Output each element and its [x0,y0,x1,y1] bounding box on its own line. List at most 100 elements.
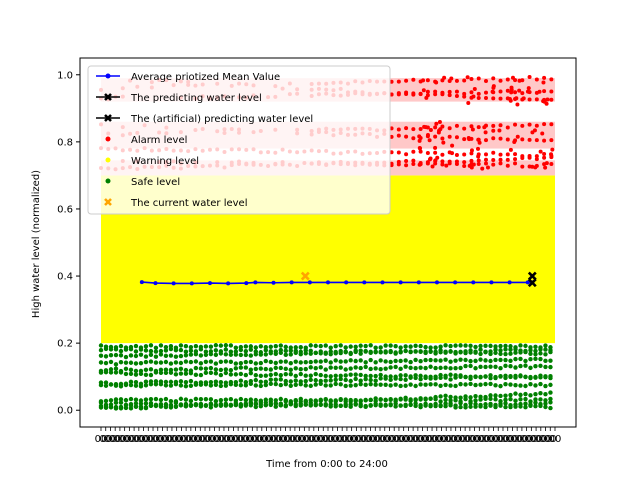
safe-point [283,344,288,350]
safe-point [228,402,234,407]
alarm-point [508,147,513,152]
safe-point [528,375,533,381]
safe-point [483,381,488,387]
safe-point [508,347,513,352]
safe-point [133,353,139,359]
safe-point [363,398,368,403]
mean-value-point [416,280,421,285]
safe-point [423,401,428,407]
safe-point [103,398,109,404]
safe-point [488,349,493,354]
safe-point [478,347,483,352]
safe-point [538,391,543,396]
safe-point [548,400,553,405]
safe-point [228,372,234,377]
safe-point [348,378,353,384]
alarm-point [513,161,518,166]
safe-point [448,377,453,382]
safe-point [373,360,378,365]
safe-point [418,365,423,370]
alarm-point [505,125,510,130]
safe-point [458,400,463,406]
safe-point [298,399,303,404]
safe-point [538,363,543,369]
safe-point [418,349,423,355]
safe-point [133,343,139,349]
alarm-point [549,89,554,94]
safe-point [163,404,169,409]
safe-point [268,359,273,365]
safe-point [203,352,209,358]
x-tick-label: 00 [411,434,424,445]
safe-point [178,360,184,366]
safe-point [183,349,189,354]
safe-point [228,349,234,354]
safe-point [143,405,149,411]
safe-point [283,403,288,409]
alarm-point [483,161,488,166]
safe-point [368,373,373,379]
alarm-point [411,158,416,163]
safe-point [218,351,224,356]
safe-point [248,367,254,372]
safe-point [348,351,353,357]
y-tick-label: 0.2 [57,339,73,350]
alarm-point [434,121,439,126]
safe-point [533,400,538,405]
safe-point [298,403,303,408]
alarm-point [462,152,467,157]
safe-point [458,357,463,362]
safe-point [528,402,533,407]
alarm-point [542,122,547,127]
alarm-point [544,161,549,166]
alarm-point [425,78,430,83]
safe-point [258,352,264,357]
safe-point [308,365,313,370]
x-tick-label: 00 [520,434,533,445]
safe-point [133,379,139,385]
safe-point [158,382,164,387]
safe-point [473,374,478,379]
safe-point [168,398,174,404]
alarm-point [515,102,520,107]
safe-point [418,396,423,401]
safe-point [208,344,214,349]
safe-point [248,400,254,405]
safe-point [253,377,259,383]
safe-point [483,402,488,407]
safe-point [103,369,109,375]
x-tick-label: 00 [501,434,514,445]
alarm-point [449,76,454,81]
safe-point [183,380,189,385]
safe-point [258,344,264,349]
safe-point [438,344,443,349]
safe-point [338,397,343,403]
mean-value-point [271,280,276,285]
safe-point [188,398,194,404]
safe-point [403,364,408,369]
x-tick-label: 00 [506,434,519,445]
alarm-point [527,154,532,159]
safe-point [213,361,219,366]
safe-point [353,349,358,355]
safe-point [298,360,303,365]
safe-point [538,381,543,387]
safe-point [363,364,368,370]
safe-point [393,376,398,381]
safe-point [363,360,368,365]
safe-point [508,374,513,380]
safe-point [288,379,293,384]
safe-point [503,397,508,402]
safe-point [543,383,548,389]
alarm-point [483,90,488,95]
safe-point [168,405,174,410]
safe-point [108,405,114,410]
predicting-water-level-marker-stroke [527,271,537,281]
safe-point [233,345,239,350]
safe-point [273,377,278,382]
safe-point [443,397,448,403]
x-tick-label: 00 [454,434,467,445]
safe-point [233,400,239,406]
safe-point [218,383,224,389]
alarm-point [425,89,430,94]
